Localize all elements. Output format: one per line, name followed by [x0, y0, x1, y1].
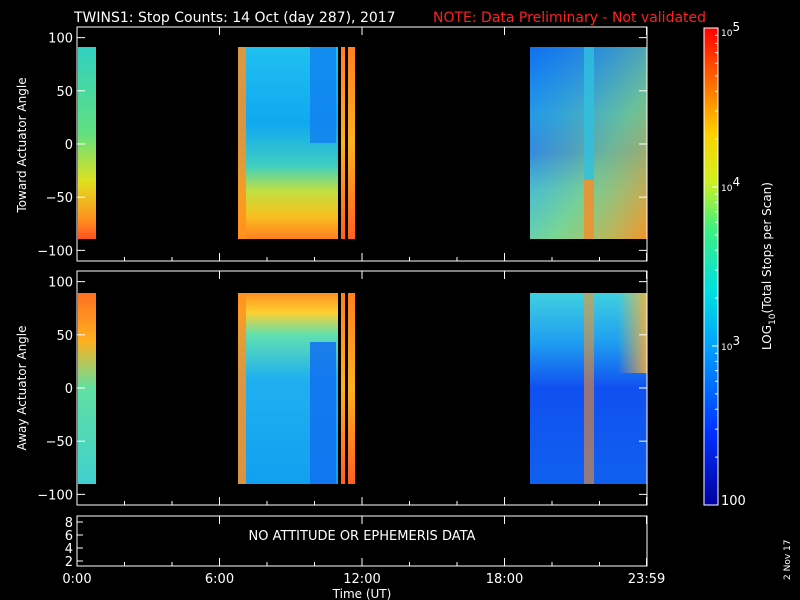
attitude-message: NO ATTITUDE OR EPHEMERIS DATA: [249, 529, 476, 544]
toward-data-block-2-dark: [310, 47, 336, 143]
figure-title: TWINS1: Stop Counts: 14 Oct (day 287), 2…: [73, 10, 396, 26]
time-tick-label: 18:00: [486, 572, 523, 587]
attitude-ytick-label: 4: [65, 542, 73, 557]
away-axes: 100 50 0 −50 −100: [37, 276, 647, 503]
away-ytick-label: 0: [65, 382, 73, 397]
toward-ytick-label: 50: [56, 85, 73, 100]
toward-data-block-1: [78, 47, 96, 239]
time-tick-label: 0:00: [62, 572, 91, 587]
colorbar-tick-base: 10: [721, 184, 733, 194]
attitude-ytick-label: 6: [65, 529, 73, 544]
date-stamp: 2 Nov 17: [783, 540, 793, 580]
attitude-ytick-label: 8: [65, 516, 73, 531]
time-tick-label: 12:00: [343, 572, 380, 587]
toward-ytick-label: 100: [48, 32, 73, 47]
toward-ytick-label: 0: [65, 138, 73, 153]
away-ytick-label: 50: [56, 329, 73, 344]
colorbar-tick-label: 105: [721, 20, 740, 39]
away-y-axis-label: Away Actuator Angle: [15, 325, 29, 450]
colorbar-tick-exponent: 5: [732, 20, 740, 34]
colorbar-tick-exponent: 3: [732, 334, 740, 348]
toward-panel: [76, 26, 648, 262]
away-ytick-label: 100: [48, 276, 73, 291]
colorbar-tick-exponent: 4: [732, 175, 740, 189]
away-data-block-2-edge: [238, 293, 246, 484]
away-data-block-3-gap: [345, 293, 348, 484]
colorbar-tick-label: 103: [721, 334, 740, 353]
colorbar-tick-base: 10: [721, 29, 733, 39]
away-data-block-2-dark: [310, 342, 336, 484]
colorbar-tick-base: 10: [721, 343, 733, 353]
colorbar-gradient: [703, 27, 719, 506]
away-ytick-label: −100: [37, 488, 73, 503]
preliminary-note: NOTE: Data Preliminary - Not validated: [433, 10, 706, 26]
time-axis: 0:00 6:00 12:00 18:00 23:59: [62, 27, 665, 587]
attitude-panel-frame: [76, 515, 648, 567]
attitude-ytick-label: 2: [65, 555, 73, 570]
away-data-block-4-stripe: [584, 293, 594, 484]
colorbar-tick-label: 104: [721, 175, 740, 194]
toward-ytick-label: −50: [46, 191, 73, 206]
toward-axes: 100 50 0 −50 −100: [37, 32, 647, 259]
colorbar-tick-base: 100: [721, 494, 746, 509]
toward-data-block-4-stripe: [584, 47, 594, 239]
toward-data-block-4-stripe-low: [584, 180, 594, 239]
toward-data-block-2-edge: [238, 47, 246, 239]
time-tick-label: 6:00: [205, 572, 234, 587]
colorbar-tick-label: 100: [721, 494, 746, 509]
toward-ytick-label: −100: [37, 244, 73, 259]
away-panel: [76, 270, 648, 506]
toward-y-axis-label: Toward Actuator Angle: [15, 77, 29, 213]
away-data-block-1: [78, 293, 96, 484]
time-tick-label: 23:59: [628, 572, 665, 587]
away-ytick-label: −50: [46, 435, 73, 450]
colorbar-label: LOG10(Total Stops per Scan): [760, 182, 778, 350]
x-axis-label: Time (UT): [332, 587, 392, 600]
toward-data-block-3-gap: [345, 47, 348, 239]
